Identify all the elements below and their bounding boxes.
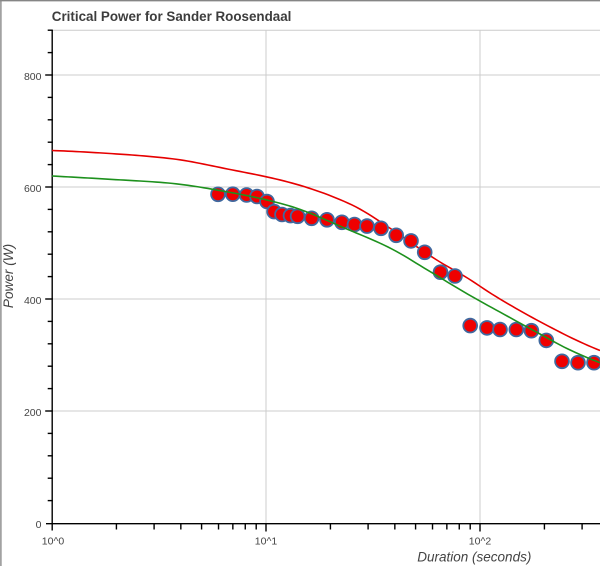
svg-text:400: 400 — [24, 295, 42, 307]
svg-text:800: 800 — [24, 71, 42, 83]
svg-text:600: 600 — [24, 183, 42, 195]
svg-text:10^0: 10^0 — [42, 536, 65, 548]
svg-text:10^2: 10^2 — [469, 536, 492, 548]
svg-text:Duration (seconds): Duration (seconds) — [417, 549, 531, 564]
svg-text:0: 0 — [36, 519, 42, 531]
svg-text:10^1: 10^1 — [255, 536, 278, 548]
svg-text:200: 200 — [24, 407, 42, 419]
svg-text:Critical Power for Sander Roos: Critical Power for Sander Roosendaal — [52, 9, 292, 24]
svg-text:Power (W): Power (W) — [1, 244, 16, 308]
